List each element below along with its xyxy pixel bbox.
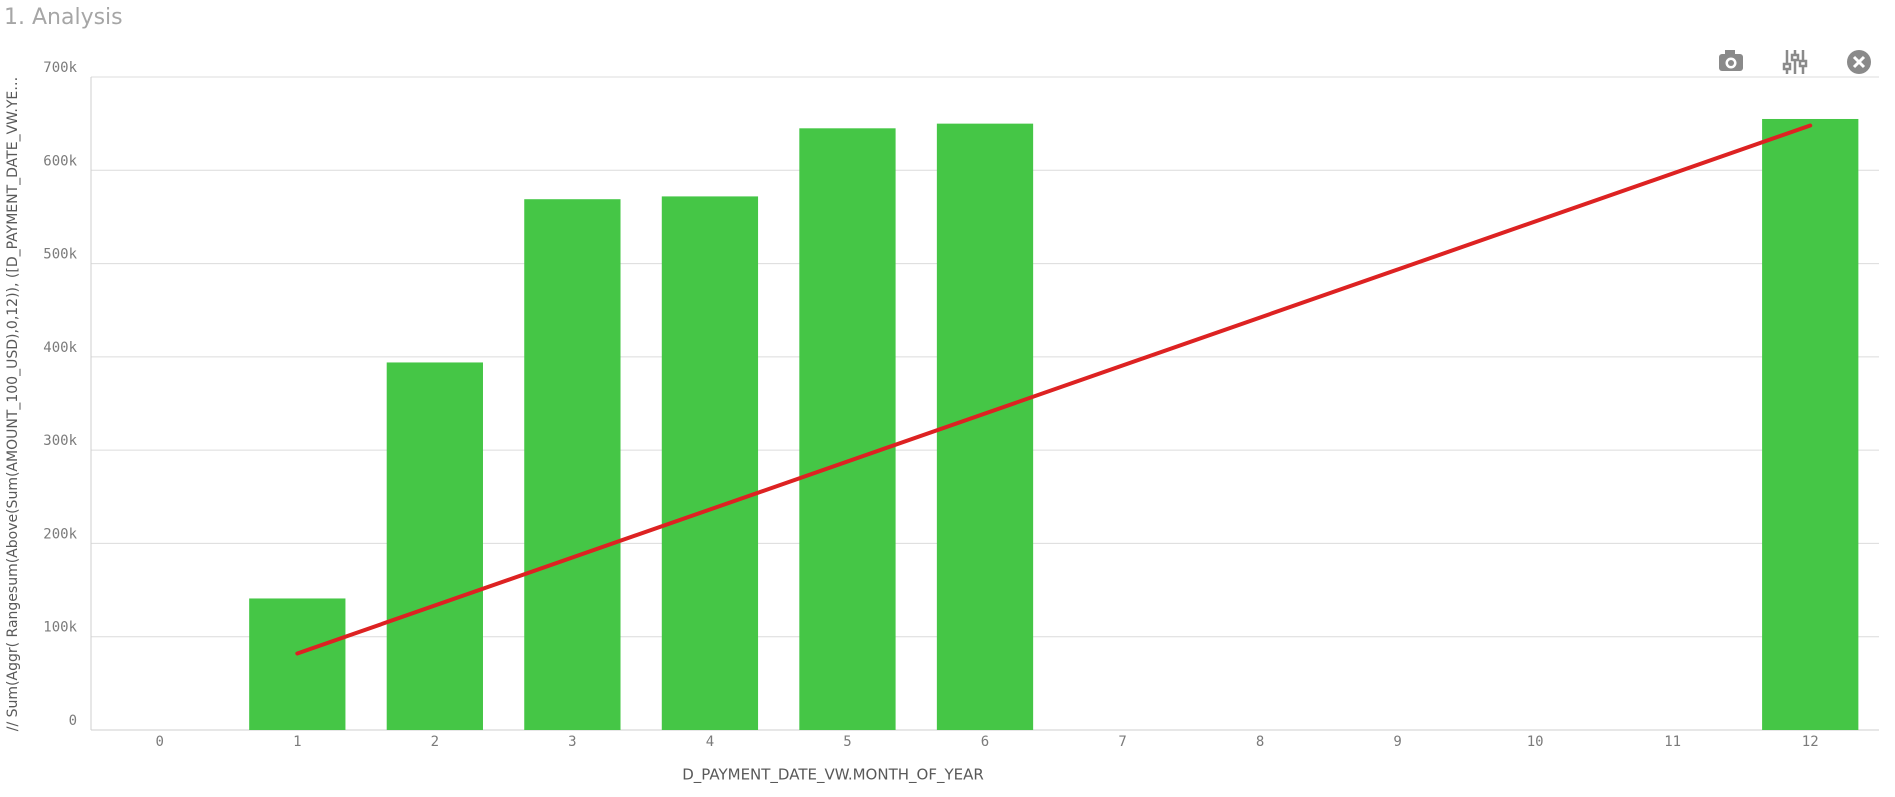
sheet-title: 1. Analysis <box>4 5 123 30</box>
x-tick-label: 1 <box>293 734 301 750</box>
x-tick-label: 5 <box>843 734 851 750</box>
y-tick-label: 0 <box>69 713 77 729</box>
y-tick-label: 100k <box>43 620 77 636</box>
y-tick-label: 500k <box>43 247 77 263</box>
y-tick-label: 400k <box>43 340 77 356</box>
y-tick-label: 600k <box>43 153 77 169</box>
x-tick-label: 8 <box>1256 734 1264 750</box>
bar <box>1762 118 1859 730</box>
y-tick-label: 200k <box>43 526 77 542</box>
x-tick-label: 6 <box>981 734 989 750</box>
x-tick-label: 2 <box>431 734 439 750</box>
y-tick-label: 300k <box>43 433 77 449</box>
x-tick-label: 4 <box>706 734 714 750</box>
snapshot-button[interactable] <box>1719 50 1743 71</box>
x-tick-label: 7 <box>1118 734 1126 750</box>
bar <box>524 199 621 730</box>
bar <box>661 196 759 731</box>
close-button[interactable] <box>1847 50 1871 74</box>
settings-button[interactable] <box>1782 50 1808 74</box>
bar <box>249 598 346 730</box>
x-tick-label: 10 <box>1527 734 1544 750</box>
bar <box>799 128 896 731</box>
trend-line <box>295 123 1813 656</box>
x-tick-label: 12 <box>1802 734 1819 750</box>
x-tick-label: 11 <box>1664 734 1681 750</box>
x-tick-label: 3 <box>568 734 576 750</box>
y-tick-label: 700k <box>43 60 77 76</box>
x-tick-label: 0 <box>156 734 164 750</box>
x-tick-label: 9 <box>1393 734 1401 750</box>
y-axis-label: // Sum(Aggr( Rangesum(Above(Sum(AMOUNT_1… <box>5 77 21 731</box>
x-axis-label: D_PAYMENT_DATE_VW.MONTH_OF_YEAR <box>682 766 984 785</box>
bar <box>386 362 483 730</box>
